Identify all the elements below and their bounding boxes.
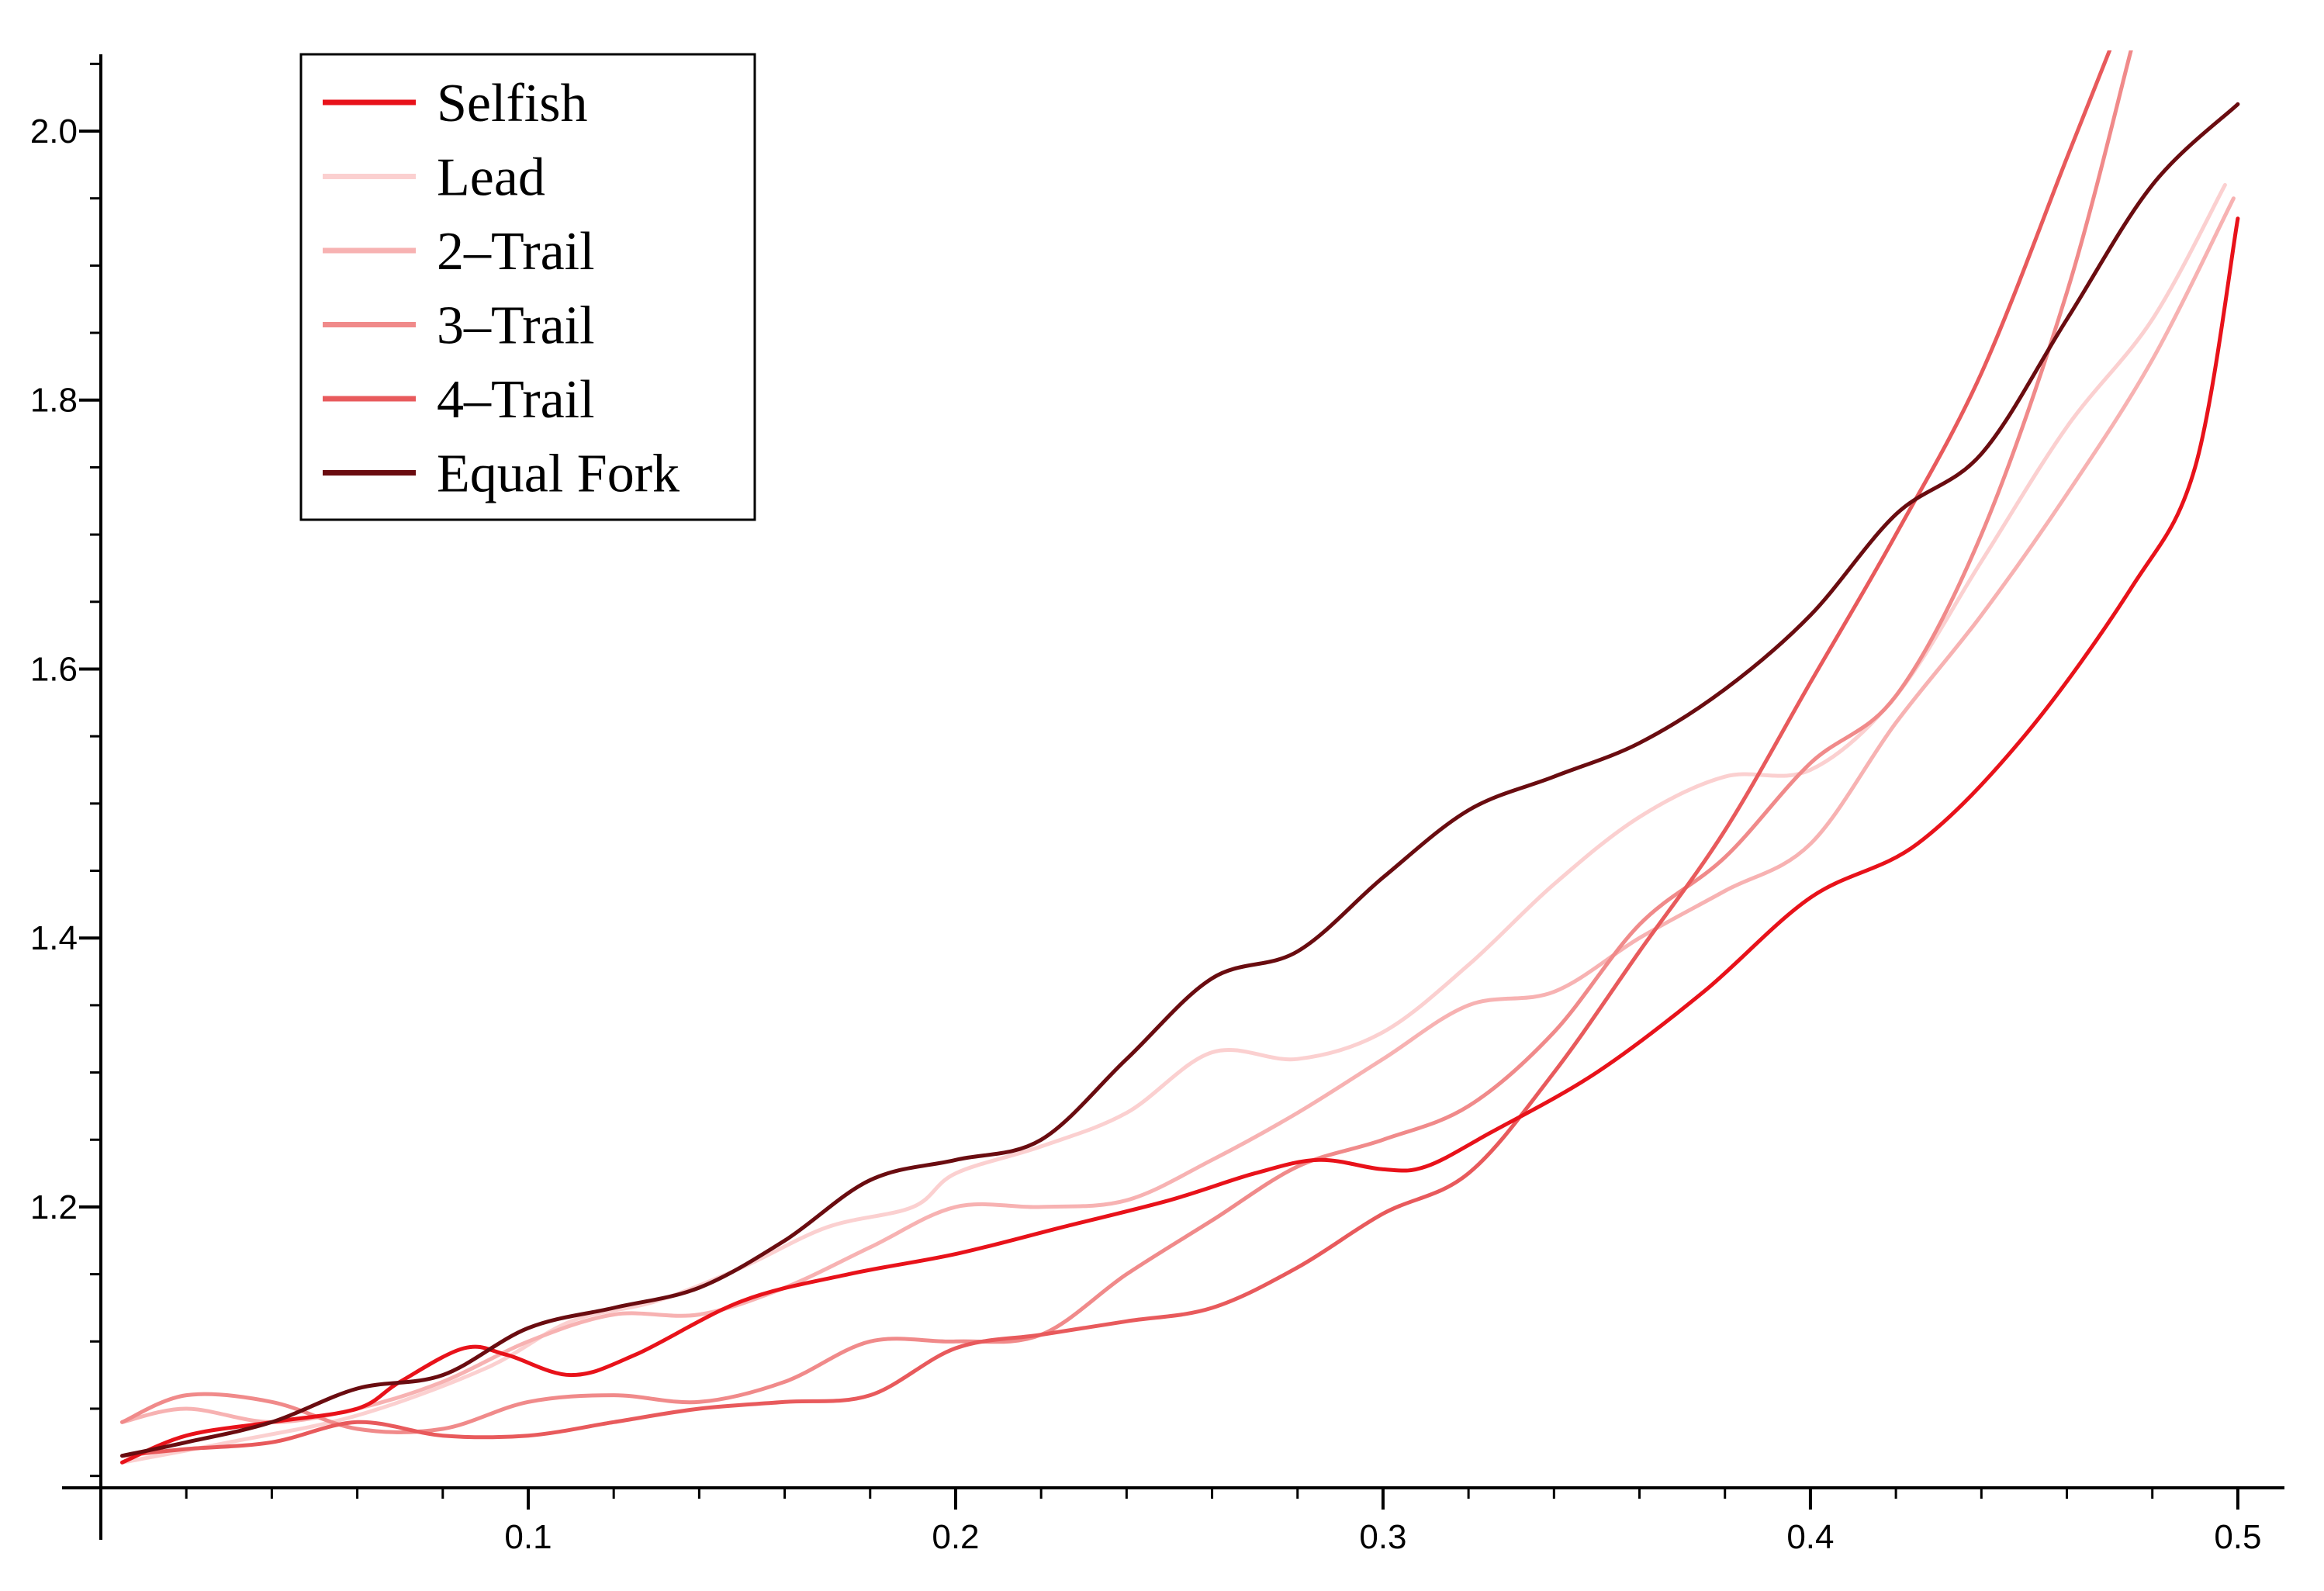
legend: Selfish Lead 2–Trail 3–Trail 4–Trail Equal Fo… [299, 53, 756, 521]
series-line-equal-fork [120, 102, 2240, 1458]
axes: 0.1 0.2 0.3 0.4 0.5 1.2 1.4 1.6 1.8 2.0 [30, 54, 2284, 1556]
series-line-3-trail [120, 50, 2133, 1434]
legend-label-2-trail: 2–Trail [437, 222, 595, 282]
x-tick-label: 0.1 [504, 1518, 552, 1556]
x-tick-label: 0.2 [932, 1518, 979, 1556]
legend-label-equal-fork: Equal Fork [437, 444, 680, 504]
y-tick-label: 2.0 [30, 112, 78, 150]
legend-label-selfish: Selfish [437, 74, 587, 133]
legend-label-4-trail: 4–Trail [437, 370, 595, 430]
series-line-selfish [120, 216, 2240, 1465]
x-tick-label: 0.3 [1359, 1518, 1406, 1556]
series-lines [120, 50, 2240, 1465]
legend-label-3-trail: 3–Trail [437, 296, 595, 356]
legend-box [299, 53, 756, 521]
legend-label-lead: Lead [437, 148, 545, 208]
series-line-4-trail [120, 50, 2112, 1458]
y-tick-label: 1.2 [30, 1188, 78, 1226]
y-tick-label: 1.6 [30, 650, 78, 688]
y-tick-label: 1.4 [30, 919, 78, 957]
x-tick-label: 0.5 [2214, 1518, 2261, 1556]
series-line-2-trail [120, 196, 2236, 1424]
x-tick-label: 0.4 [1786, 1518, 1834, 1556]
series-line-lead [120, 182, 2227, 1465]
y-tick-label: 1.8 [30, 382, 78, 420]
